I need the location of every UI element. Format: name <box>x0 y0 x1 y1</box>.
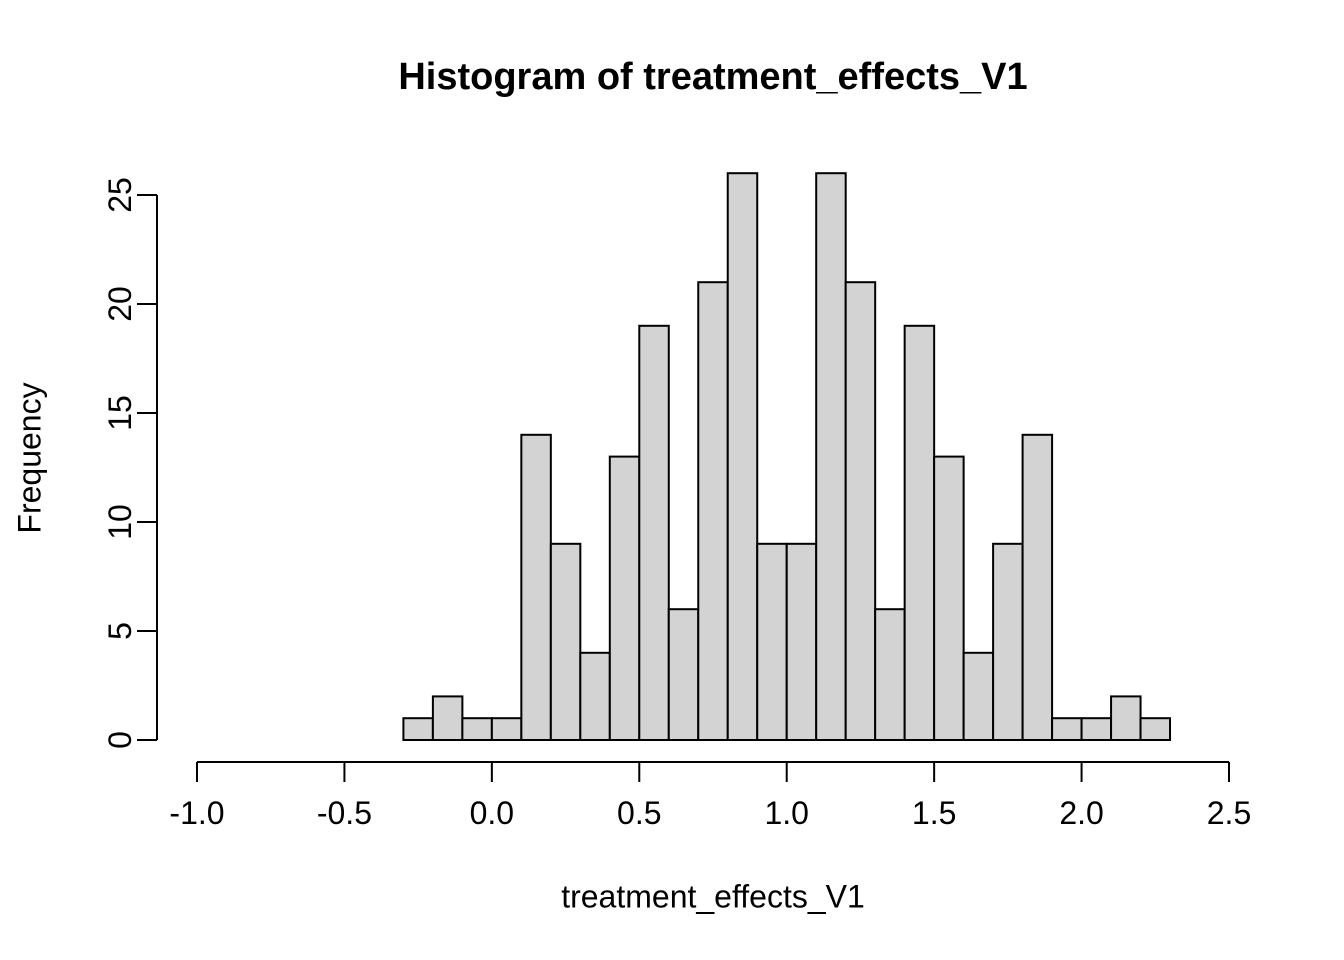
histogram-bar <box>903 324 936 741</box>
histogram-bar <box>520 433 552 741</box>
x-tick-label: 2.5 <box>1207 795 1251 831</box>
x-tick-label: -1.0 <box>169 795 224 831</box>
histogram-bar <box>785 542 818 741</box>
histogram-bar <box>549 542 582 741</box>
y-tick-label: 25 <box>102 177 138 213</box>
y-tick-label: 0 <box>102 731 138 749</box>
x-tick-label: 1.5 <box>912 795 956 831</box>
x-axis-label: treatment_effects_V1 <box>561 878 865 915</box>
x-tick-label: 0.5 <box>617 795 661 831</box>
histogram-bar <box>490 717 523 742</box>
chart-title: Histogram of treatment_effects_V1 <box>398 56 1028 98</box>
histogram-bar <box>815 172 847 741</box>
y-tick-label: 10 <box>102 504 138 540</box>
histogram-bar <box>402 717 434 742</box>
x-tick-label: 2.0 <box>1059 795 1103 831</box>
histogram-bar <box>461 717 493 742</box>
histogram-bar <box>431 695 464 742</box>
histogram-bar <box>1110 695 1142 742</box>
histogram-bar <box>608 455 641 741</box>
histogram-bar <box>844 281 877 741</box>
histogram-bar <box>756 542 788 741</box>
histogram-bar <box>933 455 965 741</box>
histogram-bar <box>726 172 759 741</box>
histogram-bar <box>1080 717 1113 742</box>
y-tick-label: 20 <box>102 286 138 322</box>
histogram-bar <box>667 608 700 742</box>
histogram-bar <box>697 281 729 741</box>
y-tick-label: 15 <box>102 395 138 431</box>
histogram-bar <box>992 542 1024 741</box>
histogram-bar <box>1051 717 1083 742</box>
x-tick-label: 0.0 <box>470 795 514 831</box>
x-tick-label: -0.5 <box>317 795 372 831</box>
histogram-bar <box>1021 433 1054 741</box>
histogram-bar <box>579 651 611 741</box>
histogram-bar <box>1139 717 1172 742</box>
histogram-bar <box>962 651 995 741</box>
x-tick-label: 1.0 <box>764 795 808 831</box>
y-tick-label: 5 <box>102 622 138 640</box>
histogram-bar <box>638 324 670 741</box>
histogram-bar <box>874 608 906 742</box>
